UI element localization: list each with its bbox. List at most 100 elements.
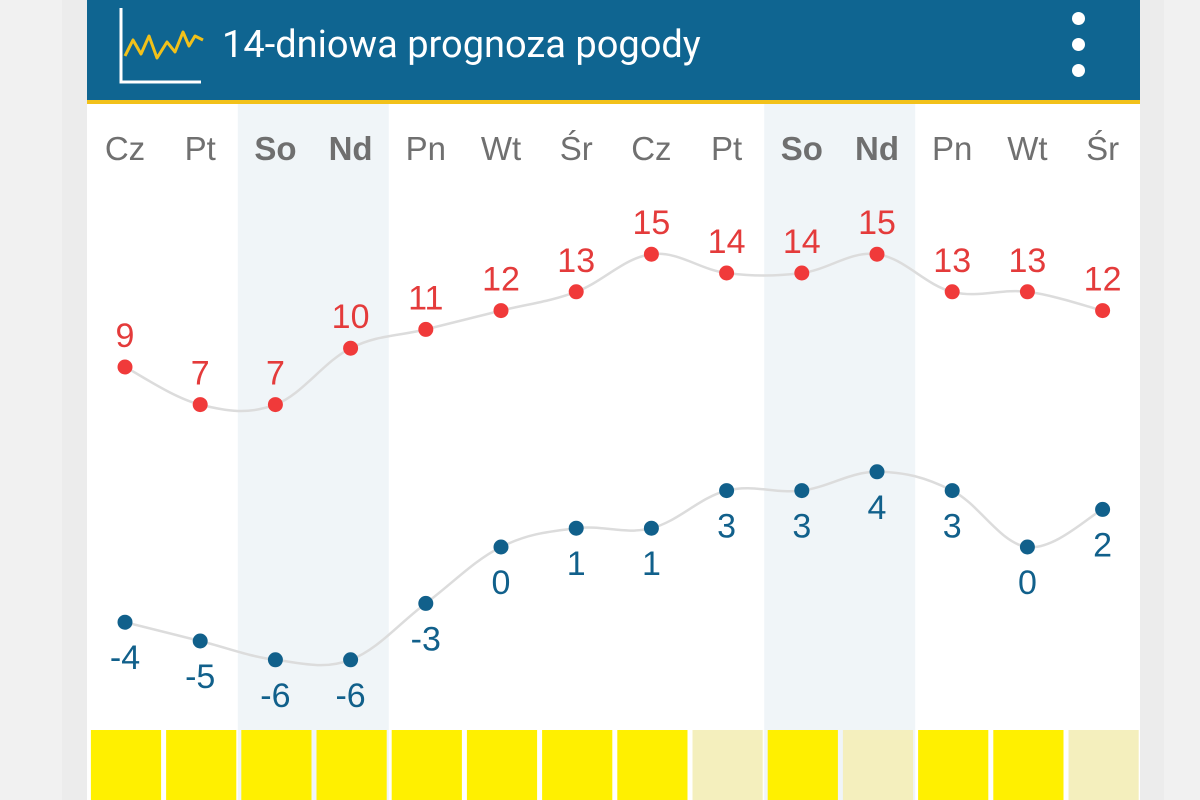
condition-bar [617,730,688,800]
weekend-band [764,104,840,800]
temperature-points [117,246,1111,668]
low-temperature-point [568,520,584,536]
low-temperature-point [267,652,283,668]
condition-bar [466,730,538,800]
high-temperature-label: 11 [408,279,443,317]
low-temperature-point [192,633,208,649]
condition-bar [767,730,838,800]
high-temperature-point [794,265,810,281]
low-temperature-label: 0 [1018,564,1037,602]
day-label: So [781,130,823,167]
day-label: Śr [1086,129,1119,167]
low-temperature-label: -3 [411,620,441,658]
low-temperature-label: 0 [492,564,511,602]
day-label: Nd [329,130,373,167]
high-temperature-point [117,359,133,375]
menu-dot [1072,12,1085,25]
condition-bar [241,730,312,800]
low-temperature-point [1095,501,1111,517]
weekend-band [839,104,916,800]
low-temperature-label: 2 [1093,526,1112,564]
low-temperature-label: -5 [185,658,215,696]
condition-bar [391,730,462,800]
low-temperature-label: 4 [868,489,887,527]
condition-bar [842,730,914,800]
condition-bar [90,730,162,800]
low-temperature-point [343,652,359,668]
low-temperature-point [117,614,133,630]
high-temperature-label: 7 [191,355,210,393]
day-label: So [254,130,296,167]
forecast-card: 14-dniowa prognoza pogody 9 7 7 10 11 12 13 15 1… [87,0,1140,800]
menu-dot [1072,64,1085,77]
day-label: Cz [105,130,145,167]
day-label: Pn [932,130,972,167]
high-temperature-label: 15 [632,204,670,242]
condition-bar [1068,730,1139,800]
high-temperature-point [418,321,434,337]
low-temperature-point [869,464,885,480]
weekend-band [237,104,314,800]
high-temperature-label: 12 [1084,261,1122,299]
high-temperature-label: 14 [708,223,746,261]
weekend-band [313,104,389,800]
day-labels: Cz Pt So Nd Pn Wt Śr Cz Pt So Nd Pn Wt Śr [105,129,1119,167]
day-label: Wt [481,130,521,167]
low-temperature-label: -4 [110,639,140,677]
weekend-bands [237,104,916,800]
condition-bar [166,730,237,800]
high-temperature-label: 10 [332,298,370,336]
low-temperature-label: -6 [260,677,290,715]
high-temperature-label: 14 [783,223,821,261]
low-temperature-point [418,595,434,611]
low-temperature-label: 3 [717,508,736,546]
condition-bar [692,730,763,800]
high-temperature-point [944,284,960,300]
high-temperature-label: 13 [933,242,971,280]
day-label: Cz [631,130,671,167]
low-temperature-label: 1 [567,545,586,583]
page-title: 14-dniowa prognoza pogody [222,23,701,67]
high-temperature-label: 13 [557,242,595,280]
menu-dot [1072,38,1085,51]
more-vertical-icon[interactable] [1061,10,1097,80]
day-label: Pt [711,130,742,167]
low-temperature-point [1019,539,1035,555]
low-temperature-label: 3 [792,508,811,546]
day-label: Wt [1007,130,1047,167]
day-label: Nd [855,130,899,167]
high-temperature-label: 9 [116,317,135,355]
condition-bar [918,730,989,800]
low-temperature-point [493,539,509,555]
high-temperature-label: 12 [482,261,520,299]
high-temperature-point [1095,303,1111,319]
high-temperature-point [643,246,659,262]
low-temperature-point [719,483,735,499]
high-temperature-point [343,340,359,356]
low-temperature-label: 3 [943,508,962,546]
high-temperature-label: 7 [266,355,285,393]
low-temperature-label: -6 [335,677,365,715]
high-temperature-label: 15 [858,204,896,242]
low-temperature-point [944,483,960,499]
high-temperature-point [568,284,584,300]
condition-bar [993,730,1064,800]
condition-bar [316,730,387,800]
day-label: Pt [185,130,216,167]
low-temperature-point [794,483,810,499]
line-chart-icon [119,8,204,84]
day-label: Pn [406,130,446,167]
condition-bar-strip [90,730,1139,800]
header-bar: 14-dniowa prognoza pogody [87,0,1140,104]
high-temperature-point [267,397,283,413]
low-temperature-point [643,520,659,536]
high-temperature-label: 13 [1008,242,1046,280]
high-temperature-point [1019,284,1035,300]
high-temperature-point [869,246,885,262]
high-temperature-point [719,265,735,281]
condition-bar [542,730,613,800]
high-temperature-point [192,397,208,413]
day-label: Śr [560,129,593,167]
